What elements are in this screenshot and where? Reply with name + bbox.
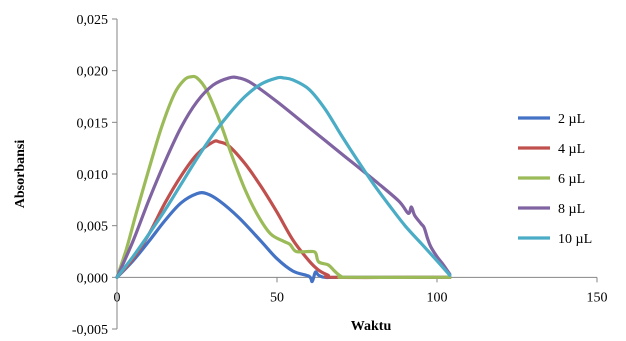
y-axis-title: Absorbansi <box>13 140 28 209</box>
legend-label-2: 4 µL <box>558 142 585 157</box>
y-tick-label: -0,005 <box>72 323 108 336</box>
x-tick-label: 0 <box>114 290 121 305</box>
y-tick-label: 0,020 <box>77 65 109 80</box>
series-line-4 <box>115 75 452 279</box>
x-tick-label: 100 <box>427 290 448 305</box>
y-tick-label: 0,005 <box>77 220 109 235</box>
tick-labels: -0,005 0,000 0,005 0,010 0,015 0,020 0,025 0 50 1… <box>72 13 608 338</box>
legend-label-1: 2 µL <box>558 112 585 127</box>
legend: 2 µL 4 µL 6 µL 8 µL 10 µL <box>518 112 592 247</box>
y-tick-label: 0,025 <box>77 13 109 28</box>
series-lines <box>115 74 452 284</box>
x-tick-label: 50 <box>270 290 284 305</box>
legend-label-5: 10 µL <box>558 232 592 247</box>
x-tick-label: 150 <box>587 290 608 305</box>
x-axis-title: Waktu <box>351 319 392 334</box>
y-tick-label: 0,000 <box>77 271 109 286</box>
y-tick-label: 0,010 <box>77 168 109 183</box>
axes <box>112 18 598 330</box>
series-line-5 <box>115 75 452 279</box>
series-line-2 <box>115 139 452 280</box>
legend-label-4: 8 µL <box>558 202 585 217</box>
series-line-3 <box>115 74 452 280</box>
y-tick-label: 0,015 <box>77 116 109 131</box>
legend-label-3: 6 µL <box>558 172 585 187</box>
